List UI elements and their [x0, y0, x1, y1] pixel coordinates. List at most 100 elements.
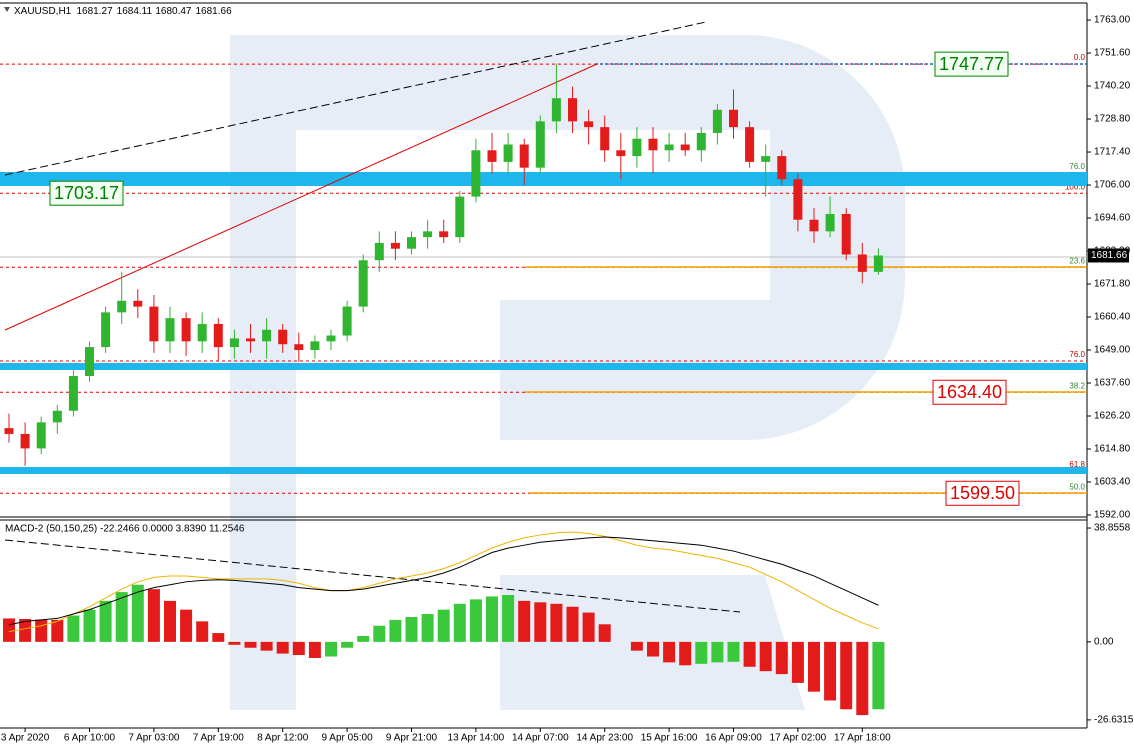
price-box-frame	[934, 51, 1009, 77]
histogram-bar	[51, 619, 64, 642]
histogram-bar	[630, 641, 643, 651]
candle-body	[857, 254, 867, 272]
candle-body	[664, 144, 674, 151]
fib-label: 0.0	[1074, 53, 1086, 62]
candle-body	[101, 312, 111, 348]
y-tick-label: 1751.60	[1094, 48, 1131, 59]
candle-body	[535, 121, 545, 168]
candle-body	[777, 156, 787, 180]
x-tick-label: 8 Apr 12:00	[257, 733, 309, 744]
trend-line	[4, 63, 598, 331]
histogram-bar	[856, 641, 869, 716]
x-tick-label: 13 Apr 14:00	[448, 733, 505, 744]
histogram-bar	[325, 641, 337, 657]
candle-body	[181, 318, 191, 342]
histogram-bar	[131, 584, 144, 642]
x-tick-label: 9 Apr 05:00	[322, 733, 374, 744]
watermark-bowl	[296, 35, 905, 440]
current-price-tag	[1088, 248, 1129, 263]
candle-body	[648, 138, 658, 151]
candle-body	[390, 242, 400, 249]
y-tick-label: 1717.40	[1094, 147, 1131, 158]
candle-body	[20, 433, 30, 449]
histogram-bar	[308, 641, 321, 658]
histogram-bar	[808, 641, 820, 692]
x-tick-label: 15 Apr 16:00	[641, 733, 698, 744]
indicator-title: MACD-2 (50,150,25) -22.2466 0.0000 3.839…	[5, 524, 245, 535]
candle-body	[294, 344, 304, 350]
candle-body	[246, 338, 255, 342]
histogram-bar	[228, 641, 241, 645]
candle-body	[133, 300, 143, 307]
y-tick-label: 1728.80	[1094, 114, 1131, 125]
candle-body	[326, 335, 336, 342]
support-zone	[0, 363, 1087, 370]
x-tick-label: 16 Apr 09:00	[705, 733, 762, 744]
header-value: 1684.11	[117, 6, 153, 17]
y-tick-label: 1706.00	[1094, 180, 1131, 191]
x-tick-label: 17 Apr 02:00	[770, 733, 827, 744]
histogram-bar	[115, 592, 128, 642]
histogram-bar	[260, 641, 273, 651]
histogram-bar	[518, 600, 531, 642]
histogram-bar	[824, 641, 837, 701]
price-box-label: 1747.77	[939, 54, 1004, 74]
header-value: 1680.47	[155, 6, 192, 17]
candle-body	[600, 127, 610, 151]
price-box-label: 1599.50	[950, 483, 1015, 503]
candle-body	[825, 213, 835, 232]
histogram-bar	[421, 614, 434, 642]
x-tick-label: 7 Apr 19:00	[193, 733, 245, 744]
fib-label: 23.6	[1069, 256, 1085, 265]
y-tick-label: 1740.20	[1094, 81, 1131, 92]
histogram-bar	[437, 609, 450, 642]
candle-body	[374, 242, 384, 261]
histogram-bar	[775, 641, 788, 675]
histogram-bar	[566, 606, 579, 642]
price-box-frame	[945, 480, 1020, 506]
price-box-label: 1634.40	[937, 382, 1002, 402]
histogram-bar	[647, 641, 659, 657]
histogram-bar	[534, 602, 547, 642]
candle-body	[342, 306, 352, 336]
y-tick-label: 1660.40	[1094, 312, 1131, 323]
candle-body	[52, 410, 62, 423]
price-box-label: 1703.17	[54, 183, 119, 203]
x-tick-label: 6 Apr 10:00	[64, 733, 116, 744]
candle-body	[310, 341, 320, 350]
candle-body	[197, 323, 207, 342]
header-value: 1681.27	[77, 6, 114, 17]
fib-label: 76.0	[1069, 350, 1085, 359]
y-tick-label: 1592.00	[1094, 510, 1131, 521]
trend-line	[4, 539, 741, 613]
fib-label: 50.0	[1069, 482, 1085, 491]
candle-body	[568, 98, 577, 122]
candle-body	[712, 109, 722, 133]
histogram-bar	[389, 619, 402, 642]
candle-body	[85, 347, 94, 377]
header-value: 1681.66	[195, 6, 232, 17]
histogram-bar	[180, 609, 193, 642]
histogram-bar	[598, 624, 611, 642]
candle-body	[213, 323, 223, 348]
candle-body	[262, 329, 272, 342]
y-tick-label: 1603.40	[1094, 477, 1131, 488]
y-tick-label: 0.00	[1094, 637, 1114, 648]
candle-body	[36, 422, 46, 449]
y-tick-label: 1614.80	[1094, 444, 1131, 455]
candle-body	[68, 376, 78, 411]
candle-body	[809, 219, 819, 232]
histogram-bar	[67, 615, 80, 642]
y-tick-label: 1649.00	[1094, 345, 1131, 356]
candle-body	[696, 132, 706, 151]
candle-body	[761, 156, 771, 162]
support-zone	[0, 172, 1087, 186]
histogram-bar	[212, 633, 225, 642]
candle-body	[873, 255, 883, 272]
x-tick-label: 14 Apr 07:00	[512, 733, 569, 744]
macd-line	[8, 536, 879, 626]
y-tick-label: 1763.00	[1094, 15, 1131, 26]
histogram-bar	[147, 589, 160, 642]
histogram-bar	[872, 641, 885, 710]
